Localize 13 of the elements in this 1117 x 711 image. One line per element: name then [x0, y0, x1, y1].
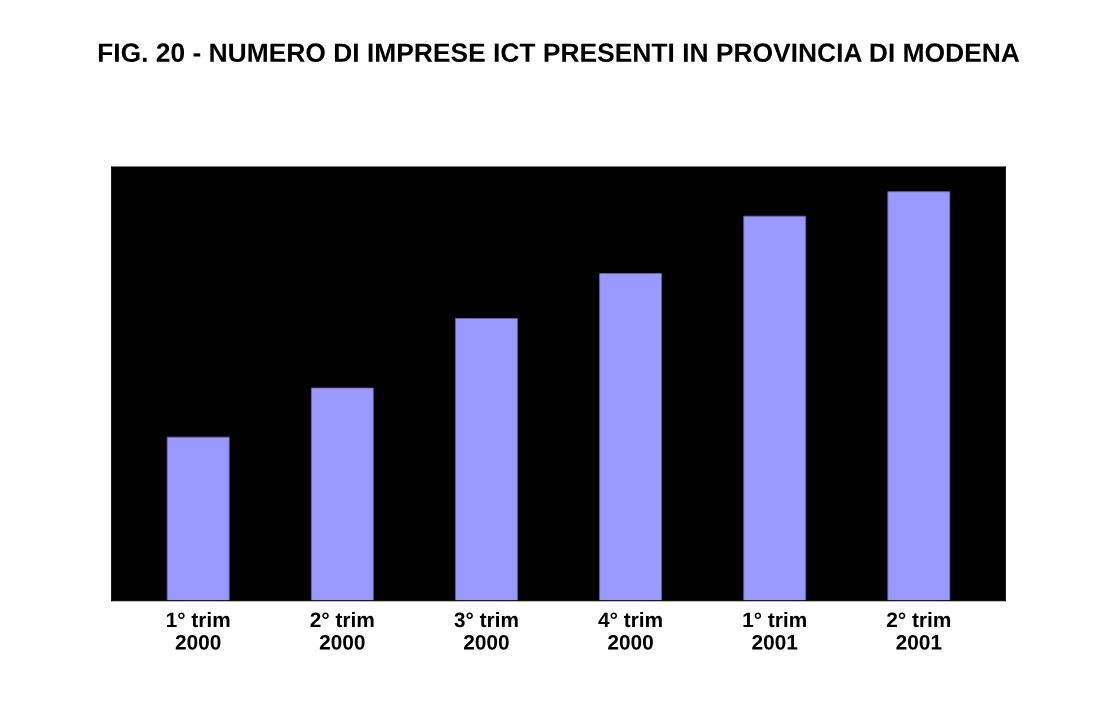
- x-tick-label: 2° trim 2000: [310, 611, 374, 650]
- bar: [887, 191, 951, 601]
- bar: [599, 273, 662, 601]
- bar: [166, 436, 230, 601]
- bar: [743, 215, 807, 601]
- x-tick-label: 1° trim 2001: [743, 611, 806, 650]
- bar: [310, 387, 374, 601]
- x-tick-label: 3° trim 2000: [454, 611, 518, 650]
- x-tick-label: 4° trim 2000: [598, 611, 662, 650]
- x-tick-label: 2° trim 2001: [887, 611, 951, 650]
- x-tick-label: 1° trim 2000: [166, 611, 230, 650]
- bar: [455, 318, 518, 601]
- chart-title: FIG. 20 - NUMERO DI IMPRESE ICT PRESENTI IN PROVINCIA DI MODENA: [98, 43, 1020, 63]
